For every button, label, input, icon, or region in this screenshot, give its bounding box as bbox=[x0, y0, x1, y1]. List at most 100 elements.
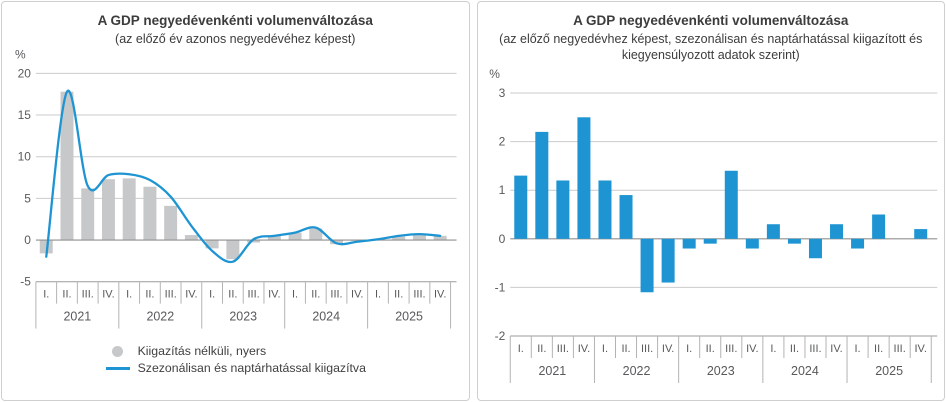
y-tick-label: 15 bbox=[18, 108, 32, 122]
bar bbox=[81, 188, 95, 241]
yoy-chart-plot: 20 15 10 5 0 -5% I. II. III. IV. I. II. III. IV. I. II.… bbox=[15, 47, 457, 329]
year-label: 2025 bbox=[875, 364, 903, 378]
quarter-label: IV. bbox=[661, 343, 673, 355]
quarter-label: IV. bbox=[102, 289, 114, 301]
legend-item-raw: Kiigazítás nélküli, nyers bbox=[105, 344, 366, 359]
quarter-label: II. bbox=[311, 289, 320, 301]
quarter-label: I. bbox=[854, 343, 860, 355]
bar bbox=[619, 195, 633, 239]
quarter-label: III. bbox=[165, 289, 177, 301]
year-label: 2025 bbox=[395, 310, 423, 324]
quarter-label: II. bbox=[705, 343, 714, 355]
bar bbox=[597, 180, 611, 239]
quarter-label: I. bbox=[601, 343, 607, 355]
quarter-label: IV. bbox=[914, 343, 926, 355]
bar bbox=[576, 117, 590, 239]
bar bbox=[101, 179, 115, 241]
qoq-chart-plot: 3 2 1 0 -1 -2% I. II. III. IV. I. II. III. IV. I. II. II… bbox=[489, 67, 937, 383]
y-tick-label: -5 bbox=[20, 275, 31, 289]
bar bbox=[267, 235, 281, 241]
year-label: 2021 bbox=[538, 364, 566, 378]
year-label: 2024 bbox=[312, 310, 340, 324]
bar bbox=[247, 240, 261, 243]
y-tick-label: 20 bbox=[18, 66, 32, 80]
bar bbox=[766, 224, 780, 239]
quarter-label: II. bbox=[228, 289, 237, 301]
chart-subtitle-yoy: (az előző év azonos negyedévéhez képest) bbox=[115, 32, 356, 46]
bar bbox=[392, 236, 406, 241]
y-tick-label: -1 bbox=[494, 280, 505, 294]
bar bbox=[309, 228, 323, 241]
quarter-label: III. bbox=[82, 289, 94, 301]
quarter-label: IV. bbox=[577, 343, 589, 355]
quarter-label: IV. bbox=[434, 289, 446, 301]
legend-adjusted-icon-cell bbox=[105, 367, 131, 370]
trend-line bbox=[45, 89, 442, 264]
y-tick-label: 1 bbox=[498, 183, 505, 197]
year-label: 2023 bbox=[706, 364, 734, 378]
y-axis-unit-label: % bbox=[15, 47, 26, 61]
bar bbox=[640, 238, 654, 293]
y-tick-label: 10 bbox=[18, 150, 32, 164]
quarter-label: IV. bbox=[351, 289, 363, 301]
bar bbox=[555, 180, 569, 239]
bar bbox=[850, 238, 864, 249]
y-tick-label: 3 bbox=[498, 86, 505, 100]
chart-card-qoq: A GDP negyedévenkénti volumenváltozása (… bbox=[476, 1, 945, 401]
quarter-label: IV. bbox=[830, 343, 842, 355]
bar bbox=[513, 175, 527, 239]
y-tick-label: 0 bbox=[498, 232, 505, 246]
bar bbox=[226, 240, 240, 260]
bar bbox=[787, 238, 801, 244]
bar bbox=[871, 214, 885, 239]
quarter-label: III. bbox=[413, 289, 425, 301]
quarter-label: III. bbox=[640, 343, 652, 355]
bar bbox=[745, 238, 759, 249]
bar bbox=[122, 178, 136, 241]
quarter-label: I. bbox=[375, 289, 381, 301]
quarter-label: III. bbox=[725, 343, 737, 355]
y-tick-label: -2 bbox=[494, 329, 505, 343]
chart-legend: Kiigazítás nélküli, nyers Szezonálisan é… bbox=[105, 344, 366, 376]
quarter-label: II. bbox=[874, 343, 883, 355]
bar bbox=[143, 186, 157, 241]
chart-subtitle-qoq: (az előző negyedévhez képest, szezonális… bbox=[499, 32, 923, 62]
quarter-label: II. bbox=[394, 289, 403, 301]
y-tick-label: 0 bbox=[24, 233, 31, 247]
year-label: 2022 bbox=[622, 364, 650, 378]
quarter-label: I. bbox=[517, 343, 523, 355]
bar bbox=[808, 238, 822, 259]
y-tick-label: 2 bbox=[498, 135, 505, 149]
raw-series-dot-icon bbox=[112, 346, 124, 357]
legend-raw-label: Kiigazítás nélküli, nyers bbox=[137, 344, 267, 358]
quarter-label: I. bbox=[209, 289, 215, 301]
quarter-label: II. bbox=[621, 343, 630, 355]
quarter-label: IV. bbox=[185, 289, 197, 301]
quarter-label: II. bbox=[145, 289, 154, 301]
year-label: 2022 bbox=[146, 310, 174, 324]
quarter-label: I. bbox=[770, 343, 776, 355]
quarter-label: III. bbox=[556, 343, 568, 355]
bar bbox=[534, 131, 548, 239]
bar bbox=[164, 205, 178, 241]
quarter-label: II. bbox=[62, 289, 71, 301]
legend-item-adjusted: Szezonálisan és naptárhatással kiigazítv… bbox=[105, 361, 366, 376]
legend-adjusted-label: Szezonálisan és naptárhatással kiigazítv… bbox=[137, 361, 366, 375]
bar bbox=[703, 238, 717, 244]
quarter-label: I. bbox=[126, 289, 132, 301]
bar bbox=[682, 238, 696, 249]
adjusted-series-line-icon bbox=[105, 367, 130, 370]
quarter-label: III. bbox=[247, 289, 259, 301]
chart-card-yoy: A GDP negyedévenkénti volumenváltozása (… bbox=[1, 1, 470, 401]
quarter-label: III. bbox=[809, 343, 821, 355]
bar bbox=[661, 238, 675, 283]
bar bbox=[913, 229, 927, 239]
bar bbox=[829, 224, 843, 239]
bar bbox=[288, 232, 302, 241]
y-axis-unit-label: % bbox=[489, 67, 500, 81]
quarter-label: II. bbox=[537, 343, 546, 355]
bar bbox=[184, 235, 198, 241]
bar bbox=[412, 235, 426, 241]
year-label: 2021 bbox=[64, 310, 92, 324]
